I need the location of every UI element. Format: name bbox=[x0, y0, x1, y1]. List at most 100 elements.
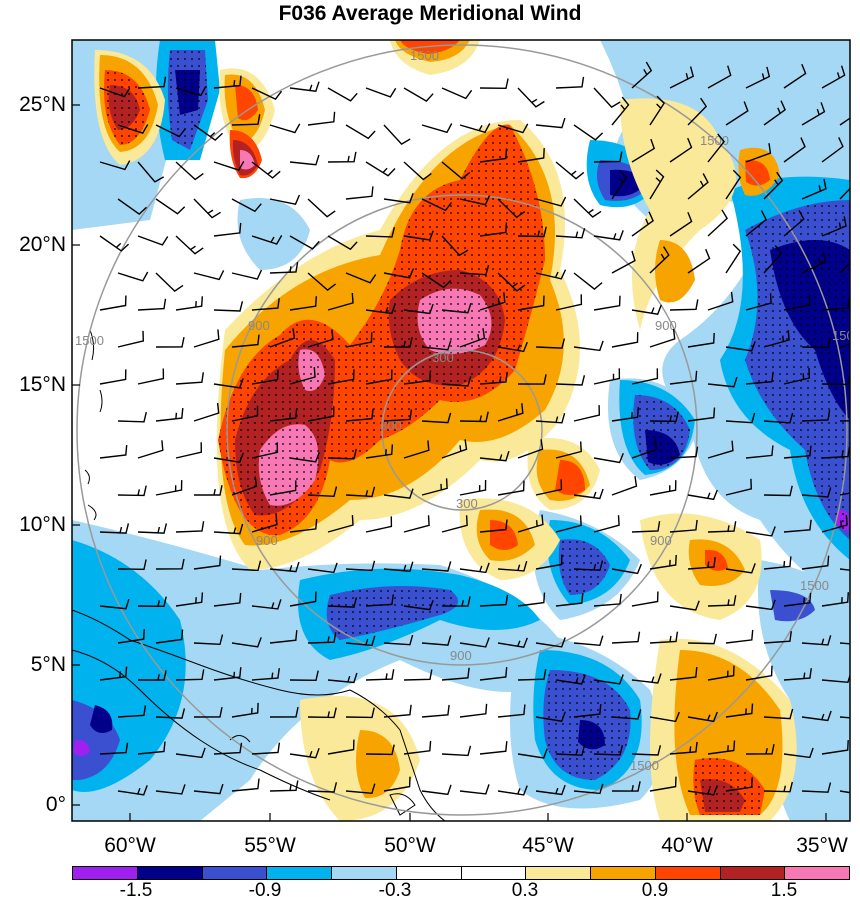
wind-barb bbox=[193, 270, 225, 281]
lat-tick-label: 0° bbox=[45, 793, 66, 816]
wind-barb bbox=[497, 403, 524, 422]
wind-barb bbox=[745, 743, 775, 755]
wind-barb bbox=[707, 440, 734, 459]
wind-barb bbox=[573, 340, 604, 352]
wind-barb bbox=[99, 87, 131, 98]
wind-barb bbox=[745, 66, 771, 89]
wind-barb bbox=[251, 235, 283, 245]
lat-tick-label: 5°N bbox=[30, 653, 66, 676]
wind-barb bbox=[459, 328, 486, 348]
wind-barb bbox=[421, 478, 448, 496]
wind-barb bbox=[649, 246, 670, 274]
wind-barb bbox=[573, 488, 604, 500]
wind-barb bbox=[155, 336, 185, 348]
wind-barb bbox=[555, 161, 585, 180]
wind-barb bbox=[213, 523, 244, 535]
wind-barb bbox=[535, 338, 566, 349]
wind-barb bbox=[479, 594, 509, 607]
wind-barb bbox=[707, 65, 732, 89]
wind-barb bbox=[383, 409, 413, 422]
wind-barb bbox=[403, 303, 434, 315]
wind-barb bbox=[307, 707, 337, 719]
ring-label-900: 900 bbox=[248, 318, 270, 333]
ring-label-300: 300 bbox=[456, 496, 478, 511]
wind-barb bbox=[555, 294, 583, 311]
wind-barb bbox=[649, 711, 680, 723]
wind-barb bbox=[479, 292, 506, 311]
wind-barb bbox=[517, 226, 547, 238]
wind-barb bbox=[669, 446, 699, 459]
wind-barb bbox=[421, 123, 453, 134]
wind-barb bbox=[175, 296, 203, 311]
colorbar-box bbox=[461, 867, 527, 879]
wind-barb bbox=[231, 637, 262, 648]
wind-barb bbox=[593, 87, 621, 108]
wind-barb bbox=[707, 209, 728, 237]
wind-barb bbox=[535, 479, 563, 496]
colorbar-box bbox=[591, 867, 656, 879]
wind-barb bbox=[821, 514, 848, 533]
ring-label-300: 300 bbox=[380, 418, 402, 433]
wind-barb bbox=[801, 178, 827, 200]
wind-barb bbox=[345, 486, 376, 498]
wind-barb bbox=[535, 269, 567, 280]
wind-barb bbox=[763, 100, 786, 126]
wind-barb bbox=[365, 227, 396, 238]
wind-barb bbox=[137, 741, 166, 755]
wind-barb bbox=[631, 61, 653, 89]
wind-barb bbox=[213, 667, 242, 681]
wind-barb bbox=[707, 595, 737, 607]
wind-barb bbox=[345, 332, 373, 348]
wind-barb bbox=[555, 76, 585, 89]
wind-barb bbox=[763, 329, 790, 348]
wind-barb bbox=[459, 123, 491, 134]
wind-barb bbox=[745, 143, 772, 163]
wind-barb bbox=[289, 748, 320, 759]
wind-barb bbox=[155, 784, 186, 795]
wind-barb bbox=[745, 526, 776, 537]
wind-barb bbox=[839, 492, 850, 496]
wind-barb bbox=[479, 371, 508, 385]
wind-barb bbox=[403, 740, 432, 755]
wind-barb bbox=[327, 672, 358, 684]
wind-barb bbox=[479, 741, 508, 755]
wind-barb bbox=[783, 210, 805, 237]
wind-barb bbox=[497, 341, 528, 353]
wind-barb bbox=[289, 296, 317, 311]
range-rings bbox=[76, 44, 848, 816]
wind-barb bbox=[497, 480, 525, 496]
wind-barb bbox=[783, 519, 812, 533]
wind-barb bbox=[669, 137, 693, 163]
wind-barb bbox=[307, 486, 338, 498]
colorbar-box bbox=[396, 867, 462, 879]
wind-barb bbox=[365, 303, 396, 315]
wind-barb bbox=[155, 408, 184, 422]
wind-barb bbox=[669, 370, 698, 385]
wind-barb bbox=[669, 519, 698, 533]
wind-barb bbox=[193, 783, 224, 795]
wind-barb bbox=[649, 328, 676, 348]
wind-barb bbox=[213, 592, 242, 607]
wind-barb bbox=[821, 216, 847, 237]
wind-barb bbox=[269, 261, 299, 274]
wind-barb bbox=[327, 235, 358, 251]
wind-barb bbox=[365, 516, 393, 533]
wind-barb bbox=[383, 561, 414, 573]
wind-barb bbox=[801, 409, 831, 422]
wind-barb bbox=[231, 405, 259, 422]
colorbar-box bbox=[73, 867, 138, 879]
wind-barb bbox=[289, 366, 316, 385]
wind-barb bbox=[459, 479, 487, 496]
wind-barb bbox=[269, 780, 299, 792]
wind-barb bbox=[269, 328, 296, 348]
wind-barb bbox=[821, 740, 849, 755]
wind-barb bbox=[725, 101, 749, 126]
wind-barb bbox=[403, 370, 432, 385]
lon-tick-label: 40°W bbox=[661, 834, 713, 857]
wind-barb bbox=[117, 124, 149, 134]
colorbar-label: -0.9 bbox=[248, 880, 282, 901]
wind-barb bbox=[459, 784, 490, 795]
wind-barb bbox=[345, 783, 376, 795]
wind-barb bbox=[193, 329, 220, 348]
wind-barb bbox=[289, 235, 320, 250]
